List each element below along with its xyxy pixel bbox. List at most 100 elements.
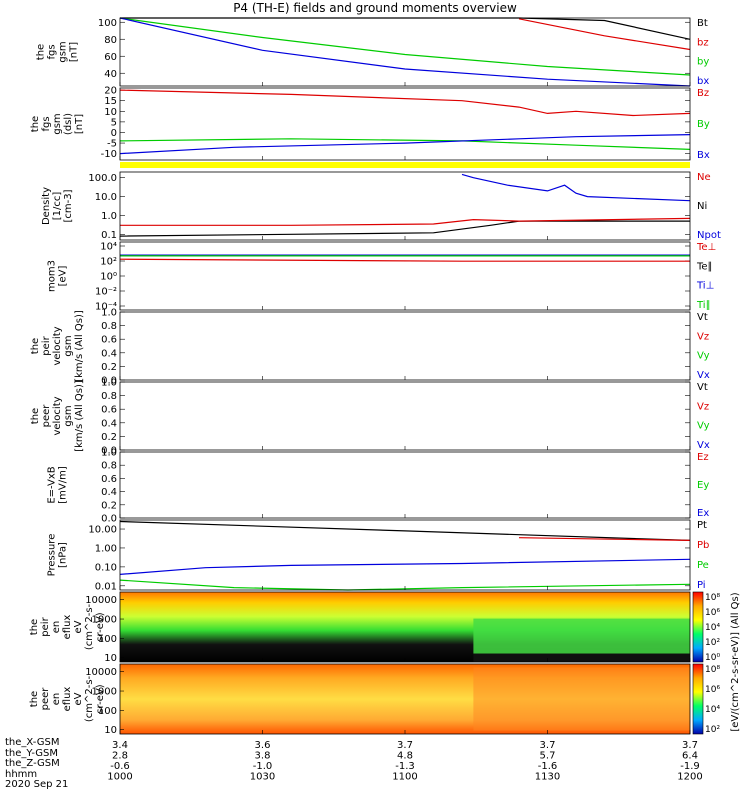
footer-tick-value: 1130 <box>535 772 560 783</box>
legend-bx: bx <box>697 76 709 87</box>
legend-pe: Pe <box>697 560 709 571</box>
burst-bar <box>120 162 690 168</box>
y-tick-label: 0.2 <box>101 500 117 511</box>
footer-tick-value: -1.3 <box>395 761 415 772</box>
y-tick-label: 0.8 <box>101 321 117 332</box>
y-tick-label: -10 <box>101 149 117 160</box>
panel-8: 10.00 1.00 0.10 0.01 Pressure [nPa] Pt Pb Pe Pi <box>47 519 709 592</box>
y-tick-label: 0.6 <box>101 335 117 346</box>
footer-date: 2020 Sep 21 <box>5 779 69 790</box>
series-line-bz <box>518 18 691 51</box>
y-tick-label: 0.8 <box>101 461 117 472</box>
legend-ti⊥: Ti⊥ <box>696 281 714 292</box>
y-tick-label: 10.0 <box>95 192 117 203</box>
y-axis-label: sr-eV) <box>95 612 106 641</box>
legend-ey: Ey <box>697 480 709 491</box>
y-tick-label: 60 <box>104 52 117 63</box>
footer-tick-value: 1200 <box>677 772 702 783</box>
y-axis-label: eV <box>73 620 84 633</box>
series-line-pi <box>119 558 691 575</box>
y-axis-label: eV <box>73 692 84 705</box>
legend-vt: Vt <box>697 312 708 323</box>
colorbar-tick: 10² <box>705 638 720 648</box>
y-tick-label: 1.0 <box>101 211 117 222</box>
spectrogram-hot-region <box>473 667 690 731</box>
series-line-bz <box>119 89 691 117</box>
y-axis-label: peir <box>41 335 52 355</box>
orbit-footer: the_X-GSM the_Y-GSM the_Z-GSM hhmm 2020 … <box>5 737 69 791</box>
panel-frame <box>119 17 691 87</box>
y-tick-label: 1000 <box>92 615 117 626</box>
y-axis-label: eflux <box>62 687 73 712</box>
legend-te⊥: Te⊥ <box>696 242 716 253</box>
y-axis-label: the <box>30 338 41 354</box>
y-tick-label: 100 <box>98 18 117 29</box>
y-tick-label: 0.4 <box>101 418 117 429</box>
series-line-npot <box>461 173 691 202</box>
footer-z-label: the_Z-GSM <box>5 758 60 769</box>
panel-frame <box>119 451 691 519</box>
panel-frame <box>119 311 691 381</box>
panel-4: 10⁴ 10² 10⁰ 10⁻² 10⁻⁴ mom3 [eV] Te⊥ Te∥ Ti⊥ Ti∥ <box>47 242 717 313</box>
series-line-ne <box>120 217 691 226</box>
legend-by: By <box>697 119 710 130</box>
y-tick-label: 0.10 <box>95 562 117 573</box>
colorbar-tick: 10⁴ <box>705 705 720 715</box>
panel-frame <box>119 381 691 451</box>
y-axis-label: (dsl) <box>63 113 74 135</box>
y-tick-label: 10000 <box>85 595 117 606</box>
legend-ti∥: Ti∥ <box>696 300 711 311</box>
y-tick-label: 100 <box>98 634 117 645</box>
colorbar-tick: 10⁶ <box>705 608 720 618</box>
legend-vz: Vz <box>697 331 709 342</box>
y-axis-label: en <box>51 621 62 634</box>
y-axis-label: [mV/m] <box>58 466 69 504</box>
panel-1: 100 80 60 40 the fgs gsm [nT] Bt bz by bx <box>36 17 709 87</box>
footer-time-label: hhmm <box>5 768 38 780</box>
y-axis-label: gsm <box>52 113 63 134</box>
footer-y-label: the_Y-GSM <box>5 747 59 759</box>
footer-tick-value: 5.7 <box>540 751 556 762</box>
legend-ex: Ex <box>697 508 709 519</box>
series-line-by <box>119 138 691 150</box>
panel-6: 1.0 0.8 0.6 0.4 0.2 0.0 the peer velocity gsm [km/… <box>30 378 710 457</box>
y-tick-label: 0.01 <box>95 581 117 592</box>
y-tick-label: 10.00 <box>88 525 117 536</box>
legend-te∥: Te∥ <box>696 261 713 272</box>
series-line-bx <box>119 17 691 87</box>
y-tick-label: -5 <box>107 139 117 150</box>
y-tick-label: 0.4 <box>101 487 117 498</box>
colorbar <box>692 591 704 663</box>
legend-bz: Bz <box>697 88 709 99</box>
spectrogram-green-region <box>473 618 690 654</box>
y-axis-label: mom3 <box>47 260 58 292</box>
series-line-pt <box>119 520 691 541</box>
y-tick-label: 15 <box>104 96 117 107</box>
y-tick-label: 10 <box>104 107 117 118</box>
footer-x-label: the_X-GSM <box>5 737 60 748</box>
y-axis-label: the <box>30 116 41 132</box>
y-tick-label: 10⁻⁴ <box>95 302 117 313</box>
legend-npot: Npot <box>697 230 721 241</box>
y-tick-label: 0 <box>111 128 117 139</box>
legend-bz: bz <box>697 37 709 48</box>
y-axis-label: peer <box>41 404 52 428</box>
series-line-te <box>119 258 690 262</box>
y-tick-label: 1.00 <box>95 543 117 554</box>
legend-pt: Pt <box>697 520 707 531</box>
y-tick-label: 40 <box>104 69 117 80</box>
y-tick-label: 10⁰ <box>100 272 117 283</box>
y-tick-label: 0.4 <box>101 348 117 359</box>
series-line-by <box>119 17 691 76</box>
y-axis-label: the <box>36 44 47 60</box>
y-axis-label: Pressure <box>47 534 58 577</box>
y-tick-label: 10⁴ <box>100 242 117 253</box>
y-axis-label: [nPa] <box>58 542 69 568</box>
y-axis-label: [1/cc] <box>52 192 63 221</box>
y-axis-label: gsm <box>58 41 69 62</box>
legend-bx: Bx <box>697 150 710 161</box>
y-axis-label: gsm <box>63 335 74 356</box>
legend-ez: Ez <box>697 452 709 463</box>
footer-tick-value: 1000 <box>107 772 132 783</box>
